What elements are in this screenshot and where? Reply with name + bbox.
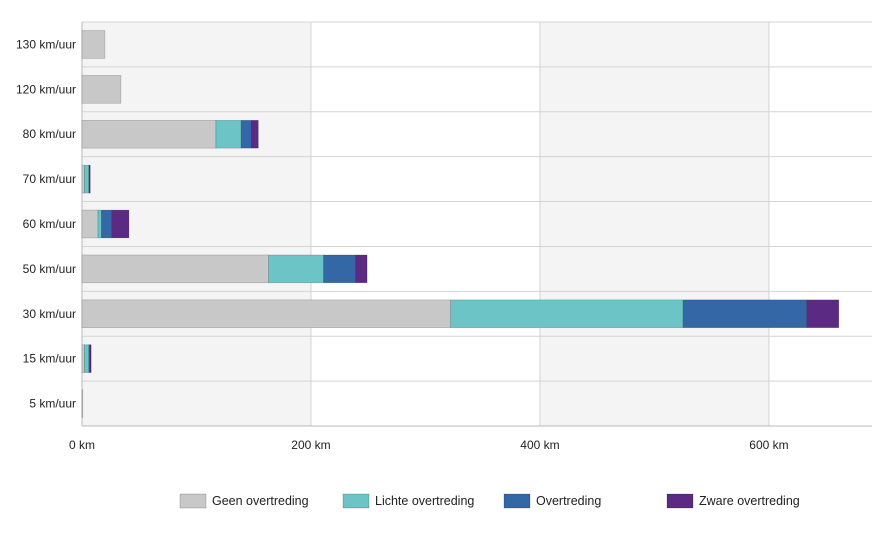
y-tick-label: 70 km/uur xyxy=(23,172,76,186)
legend-label: Lichte overtreding xyxy=(375,494,474,508)
bar-zware-overtreding xyxy=(89,344,92,373)
plot-band xyxy=(768,22,872,426)
legend-swatch xyxy=(666,493,694,509)
legend-label: Overtreding xyxy=(536,494,601,508)
y-tick-label: 80 km/uur xyxy=(23,127,76,141)
bar-overtreding xyxy=(323,254,356,284)
x-tick-label: 400 km xyxy=(520,438,559,452)
bar-zware-overtreding xyxy=(111,209,130,239)
y-tick-label: 30 km/uur xyxy=(23,307,76,321)
bar-geen-overtreding xyxy=(81,389,84,418)
bar-lichte-overtreding xyxy=(97,209,102,239)
bar-geen-overtreding xyxy=(81,30,106,59)
bar-zware-overtreding xyxy=(806,299,840,328)
y-tick-label: 50 km/uur xyxy=(23,262,76,276)
bar-geen-overtreding xyxy=(81,299,451,328)
x-tick-label: 600 km xyxy=(749,438,788,452)
bar-geen-overtreding xyxy=(81,120,217,149)
legend-label: Zware overtreding xyxy=(699,494,800,508)
bar-lichte-overtreding xyxy=(215,120,242,149)
plot-band xyxy=(539,22,769,426)
bar-zware-overtreding xyxy=(89,164,91,194)
bar-overtreding xyxy=(101,209,113,239)
x-tick-label: 200 km xyxy=(291,438,330,452)
legend-label: Geen overtreding xyxy=(212,494,309,508)
x-tick-label: 0 km xyxy=(69,438,95,452)
bar-overtreding xyxy=(682,299,808,328)
legend-swatch xyxy=(342,493,370,509)
bar-zware-overtreding xyxy=(251,120,259,149)
bar-lichte-overtreding xyxy=(450,299,684,328)
plot-background xyxy=(82,22,872,426)
bar-lichte-overtreding xyxy=(268,254,324,284)
bar-lichte-overtreding xyxy=(83,164,90,194)
legend-swatch xyxy=(179,493,207,509)
y-tick-label: 60 km/uur xyxy=(23,217,76,231)
bar-overtreding xyxy=(240,120,252,149)
y-tick-label: 120 km/uur xyxy=(16,82,76,96)
legend-swatch xyxy=(503,493,531,509)
plot-band xyxy=(310,22,540,426)
bar-geen-overtreding xyxy=(81,164,85,194)
bar-geen-overtreding xyxy=(81,254,269,284)
bar-geen-overtreding xyxy=(81,209,99,239)
bar-geen-overtreding xyxy=(81,344,85,373)
bars xyxy=(81,30,840,418)
legend: Geen overtreding Lichte overtreding Overtr… xyxy=(179,493,800,509)
y-tick-label: 5 km/uur xyxy=(29,397,76,411)
bar-lichte-overtreding xyxy=(83,344,90,373)
y-tick-label: 15 km/uur xyxy=(23,352,76,366)
bar-geen-overtreding xyxy=(81,75,122,104)
y-tick-label: 130 km/uur xyxy=(16,37,76,51)
bar-zware-overtreding xyxy=(355,254,368,284)
